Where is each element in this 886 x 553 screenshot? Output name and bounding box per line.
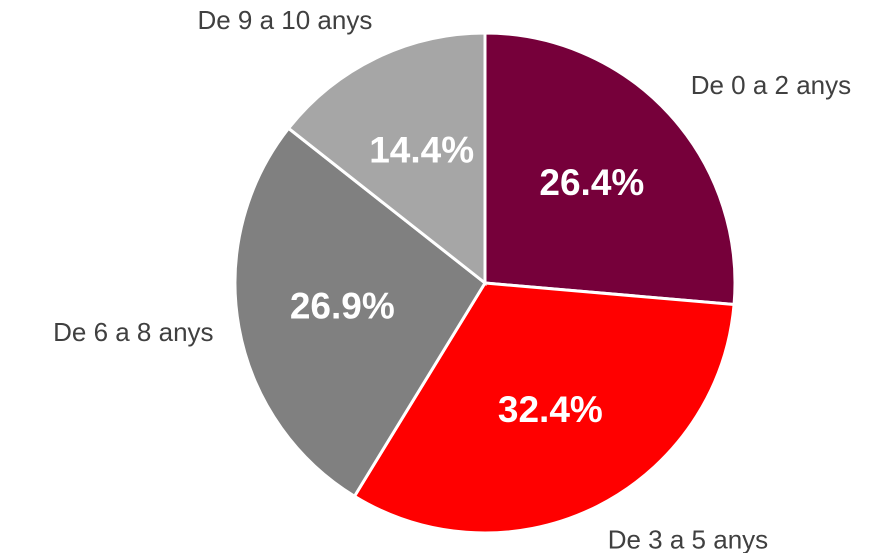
category-label: De 0 a 2 anys xyxy=(691,70,851,100)
category-label: De 9 a 10 anys xyxy=(197,5,372,35)
value-label: 26.9% xyxy=(290,285,395,326)
category-label: De 3 a 5 anys xyxy=(608,525,768,553)
value-label: 14.4% xyxy=(369,129,474,170)
pie-slice xyxy=(286,31,487,287)
pie-slice xyxy=(352,281,736,535)
value-label: 32.4% xyxy=(498,389,603,430)
category-label: De 6 a 8 anys xyxy=(53,317,213,347)
pie-slice xyxy=(483,31,737,307)
value-label: 26.4% xyxy=(539,162,644,203)
pie-slice xyxy=(233,126,487,499)
